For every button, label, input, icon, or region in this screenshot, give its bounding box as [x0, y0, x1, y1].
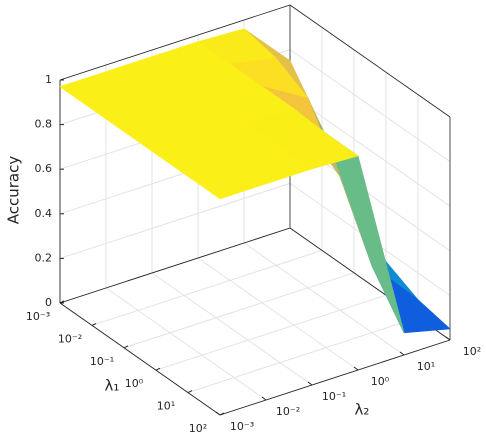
z-axis-label: Accuracy: [5, 156, 23, 225]
x-axis-label: λ₂: [355, 401, 370, 419]
y-tick: [59, 300, 65, 304]
y-tick-label: 10⁰: [125, 377, 144, 390]
y-tick-label: 10¹: [157, 400, 175, 413]
x-grid-line: [105, 287, 267, 401]
z-grid-line: [289, 49, 451, 163]
x-grid-line: [151, 272, 313, 386]
z-grid-line: [289, 93, 451, 207]
x-tick: [261, 396, 267, 401]
surface-face: [187, 160, 267, 200]
y-axis-label: λ₁: [105, 377, 120, 395]
axis-line: [59, 227, 291, 304]
x-grid-line: [197, 257, 359, 371]
z-tick-label: 0: [45, 296, 52, 309]
y-grid-line: [155, 294, 387, 371]
x-tick: [353, 366, 359, 371]
box-edge: [289, 4, 451, 118]
y-tick-label: 10⁻³: [26, 310, 50, 323]
z-tick-label: 0.2: [35, 251, 53, 264]
z-tick-label: 1: [45, 73, 52, 86]
x-tick-label: 10²: [463, 345, 481, 358]
z-grid-line: [59, 182, 291, 259]
x-grid-line: [243, 242, 405, 356]
x-tick-label: 10⁻³: [230, 420, 254, 433]
x-tick-label: 10¹: [417, 360, 435, 373]
y-grid-line: [123, 272, 355, 349]
x-tick: [215, 411, 221, 416]
y-tick: [91, 322, 97, 326]
x-tick-label: 10⁻¹: [322, 390, 346, 403]
z-tick-label: 0.4: [35, 207, 53, 220]
y-grid-line: [91, 249, 323, 326]
y-tick: [187, 390, 193, 394]
y-tick: [219, 412, 225, 416]
y-tick: [155, 367, 161, 371]
box-edge: [59, 4, 291, 81]
y-tick-label: 10⁻¹: [90, 355, 114, 368]
axis-line: [59, 302, 221, 416]
y-tick: [123, 345, 129, 349]
y-tick-label: 10²: [189, 422, 207, 435]
x-tick: [445, 336, 451, 341]
z-tick-label: 0.6: [35, 162, 53, 175]
x-tick: [399, 351, 405, 356]
y-grid-line: [187, 317, 419, 394]
x-tick-label: 10⁻²: [276, 405, 300, 418]
x-tick: [307, 381, 313, 386]
z-tick-label: 0.8: [35, 118, 53, 131]
x-tick-label: 10⁰: [371, 375, 390, 388]
y-tick-label: 10⁻²: [58, 332, 82, 345]
side-wall: [290, 5, 450, 340]
axis-line: [219, 339, 451, 416]
